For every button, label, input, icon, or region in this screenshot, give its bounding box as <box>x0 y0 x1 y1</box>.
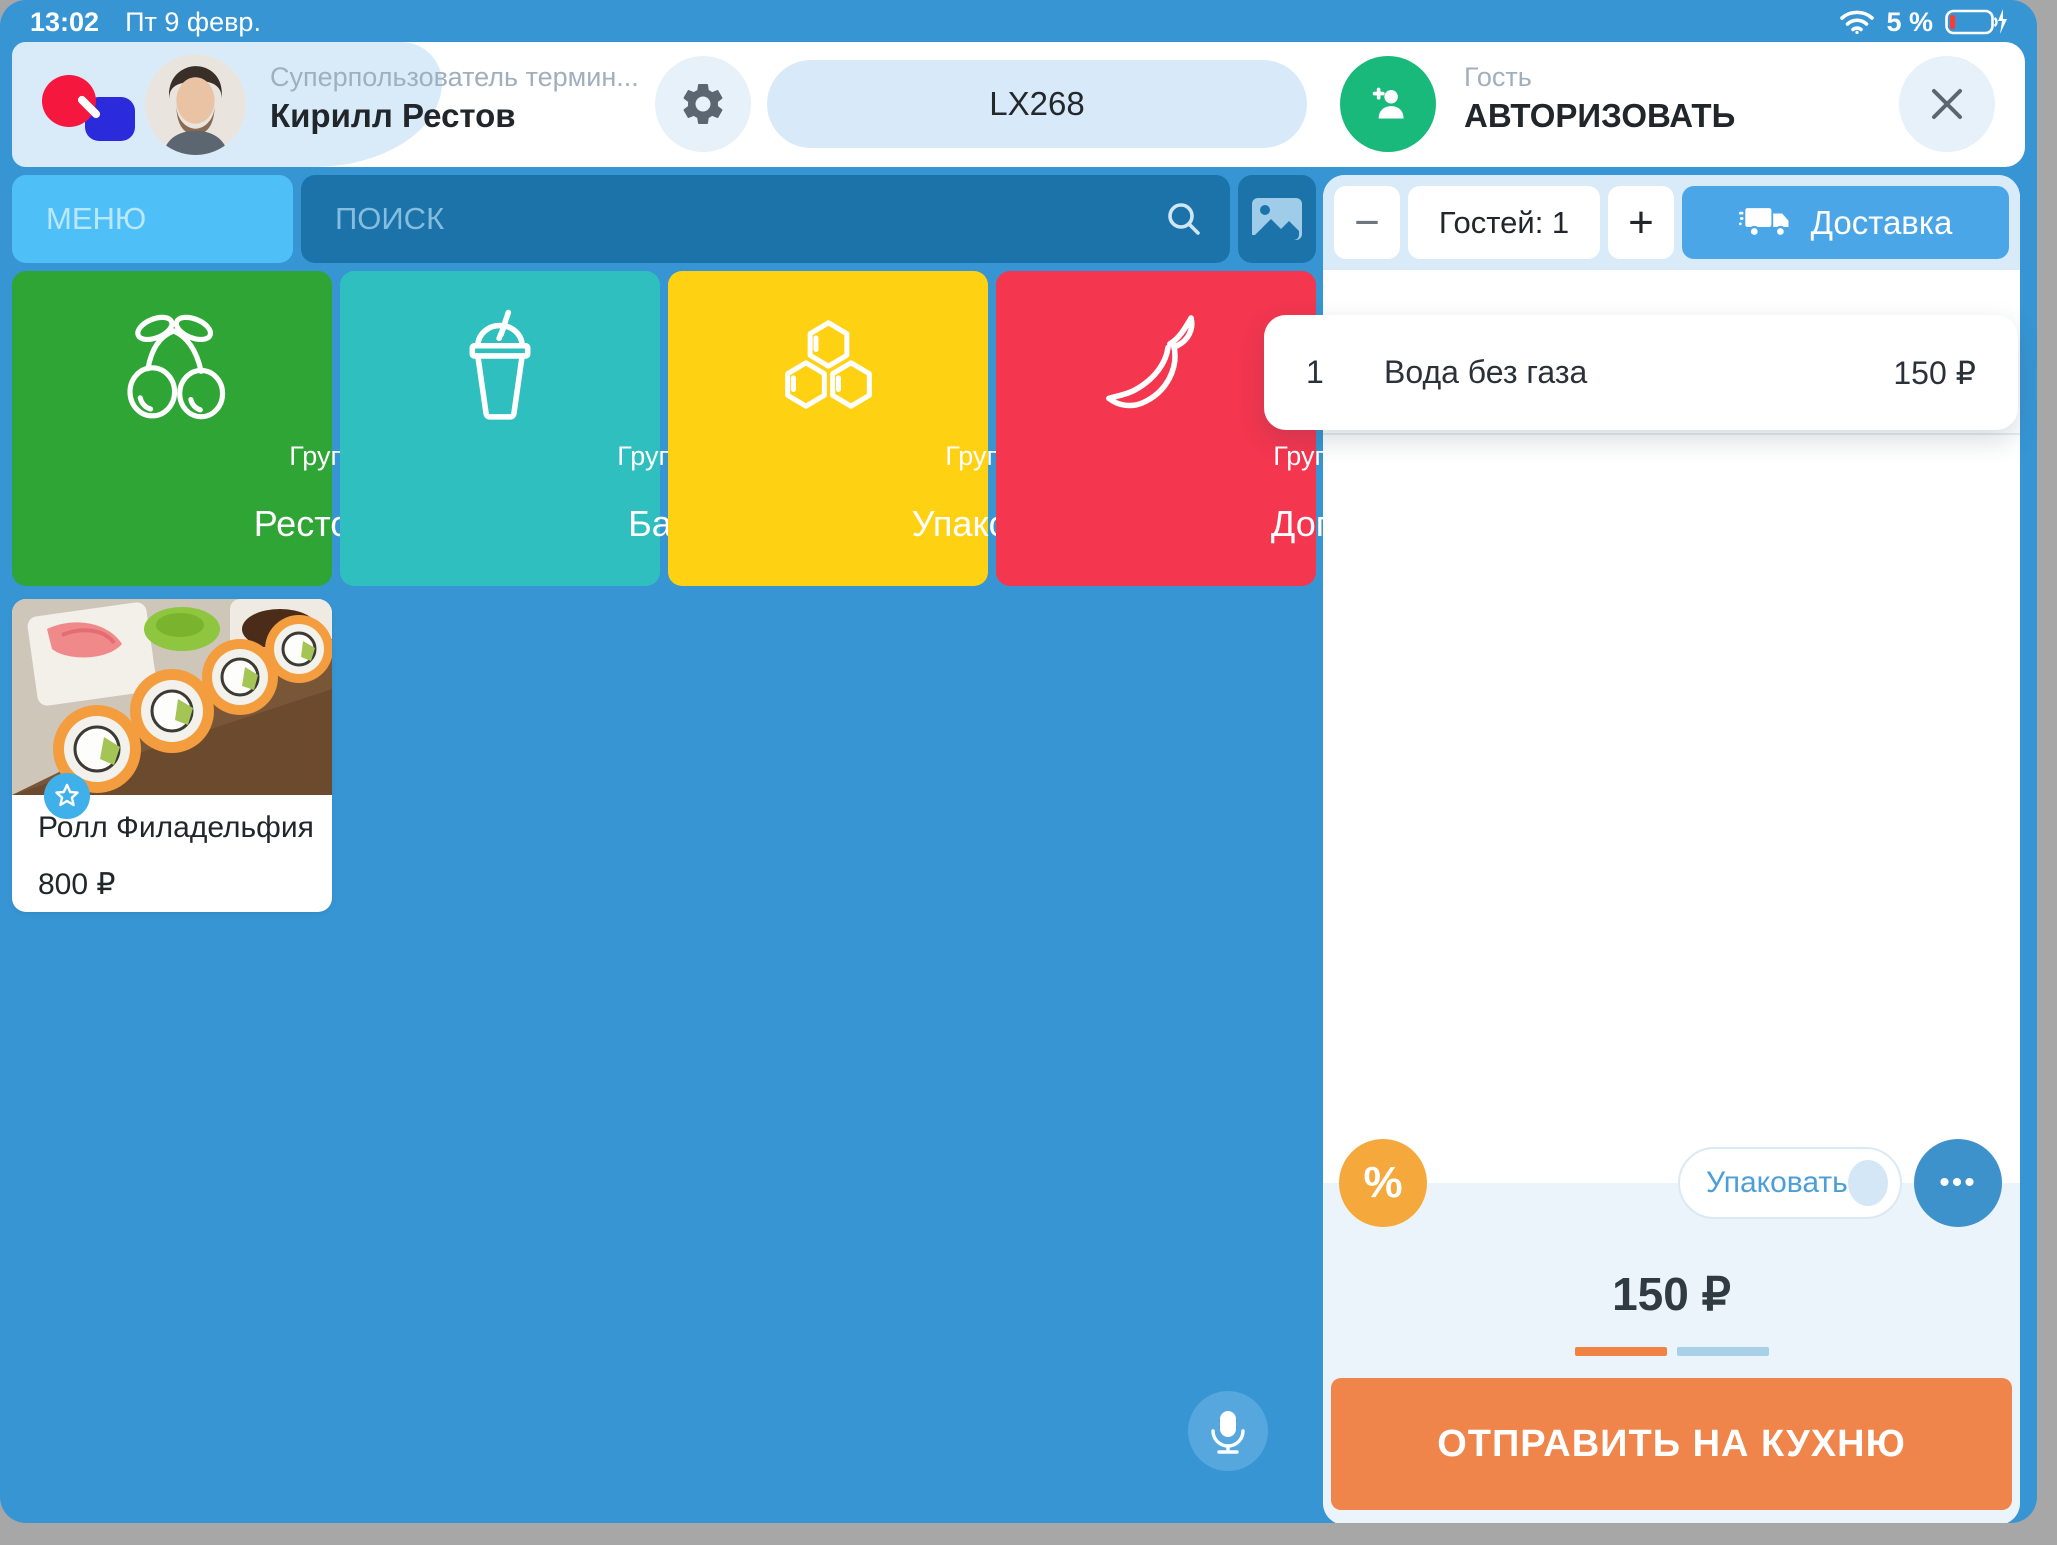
truck-icon <box>1738 203 1793 243</box>
order-item-row[interactable]: 1 Вода без газа 150 ₽ <box>1264 315 2018 430</box>
favorite-star-badge <box>44 773 90 819</box>
status-bar: 13:02 Пт 9 февр. 5 % <box>0 0 2037 42</box>
gear-icon <box>678 79 728 129</box>
item-name: Вода без газа <box>1384 354 1588 390</box>
app-logo-icon <box>42 70 152 180</box>
product-photo <box>12 599 332 795</box>
progress-segment-active <box>1574 1347 1667 1356</box>
order-item-divider <box>1323 433 2020 435</box>
terminal-code-button[interactable]: LX268 <box>767 60 1307 148</box>
tab-menu[interactable]: МЕНЮ <box>12 175 293 263</box>
current-user[interactable]: Суперпользователь термин... Кирилл Ресто… <box>270 62 639 135</box>
header: Суперпользователь термин... Кирилл Ресто… <box>12 42 2025 167</box>
group-tile-upakovka[interactable]: Группа Упаковка <box>668 271 1064 586</box>
authorize-block[interactable]: Гость АВТОРИЗОВАТЬ <box>1464 62 1735 135</box>
pack-toggle[interactable]: Упаковать <box>1678 1147 1902 1219</box>
guest-label: Гость <box>1464 62 1532 92</box>
order-items-list: 1 Вода без газа 150 ₽ <box>1264 270 2020 1183</box>
menu-section: МЕНЮ <box>12 175 1361 1523</box>
toggle-images-button[interactable] <box>1238 175 1316 263</box>
progress-segment-inactive <box>1676 1347 1769 1356</box>
order-panel: − Гостей: 1 + <box>1264 175 2020 1523</box>
item-quantity: 1 <box>1306 354 1324 390</box>
guests-plus-button[interactable]: + <box>1608 186 1674 259</box>
delivery-label: Доставка <box>1810 203 1953 241</box>
terminal-code: LX268 <box>989 85 1085 122</box>
clock: 13:02 <box>30 6 100 37</box>
drink-cup-icon <box>340 307 660 427</box>
group-tile-bar[interactable]: Группа Бар <box>340 271 703 586</box>
course-progress <box>1323 1347 2020 1356</box>
guests-row: − Гостей: 1 + <box>1323 175 2020 270</box>
send-to-kitchen-button[interactable]: ОТПРАВИТЬ НА КУХНЮ <box>1331 1378 2012 1510</box>
wifi-icon <box>1840 9 1875 35</box>
cherries-icon <box>12 307 332 427</box>
chili-pepper-icon <box>996 307 1316 427</box>
discount-button[interactable]: % <box>1339 1139 1427 1227</box>
user-name: Кирилл Рестов <box>270 97 516 134</box>
group-tiles: Группа Ресторан Группа Бар <box>12 271 1361 586</box>
settings-button[interactable] <box>655 56 751 152</box>
close-button[interactable] <box>1899 56 1995 152</box>
group-tile-dopy[interactable]: Группа Допы <box>996 271 1361 586</box>
guests-count-label[interactable]: Гостей: 1 <box>1408 186 1600 259</box>
product-card-roll-philadelphia[interactable]: Ролл Филадельфия 800 ₽ <box>12 599 332 912</box>
microphone-icon <box>1206 1407 1250 1455</box>
close-icon <box>1927 84 1967 124</box>
user-avatar[interactable] <box>145 54 246 155</box>
item-price: 150 ₽ <box>1893 354 1976 391</box>
person-plus-icon <box>1362 78 1414 130</box>
image-icon <box>1251 197 1303 241</box>
microphone-button[interactable] <box>1188 1391 1268 1471</box>
search-field[interactable] <box>301 175 1230 263</box>
user-role: Суперпользователь термин... <box>270 62 639 92</box>
hexagons-icon <box>668 307 988 427</box>
add-guest-button[interactable] <box>1340 56 1436 152</box>
authorize-label: АВТОРИЗОВАТЬ <box>1464 97 1736 134</box>
order-summary: % Упаковать ••• 150 ₽ ОТПРАВИТЬ НА КУХНЮ <box>1323 1139 2020 1523</box>
more-options-button[interactable]: ••• <box>1914 1139 2002 1227</box>
product-name: Ролл Филадельфия <box>38 811 314 844</box>
delivery-button[interactable]: Доставка <box>1682 186 2009 259</box>
date: Пт 9 февр. <box>125 6 261 37</box>
group-tile-restoran[interactable]: Группа Ресторан <box>12 271 410 586</box>
battery-percent: 5 % <box>1886 6 1933 37</box>
search-input[interactable] <box>335 201 1162 237</box>
order-total: 150 ₽ <box>1612 1268 1731 1320</box>
pack-toggle-label: Упаковать <box>1706 1166 1848 1199</box>
search-icon <box>1162 197 1206 241</box>
guests-minus-button[interactable]: − <box>1334 186 1400 259</box>
pos-app: 13:02 Пт 9 февр. 5 % <box>0 0 2037 1523</box>
battery-icon <box>1945 8 2007 36</box>
product-price: 800 ₽ <box>38 868 116 901</box>
toggle-knob <box>1847 1160 1888 1206</box>
